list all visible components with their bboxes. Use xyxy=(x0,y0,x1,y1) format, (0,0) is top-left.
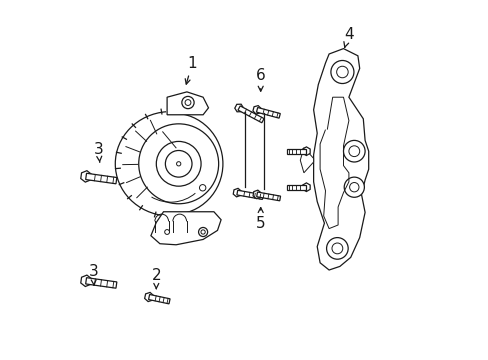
Polygon shape xyxy=(256,192,280,201)
Polygon shape xyxy=(256,108,280,118)
Polygon shape xyxy=(167,92,208,115)
Polygon shape xyxy=(81,171,91,182)
Polygon shape xyxy=(252,105,261,114)
Text: 6: 6 xyxy=(255,68,265,91)
Circle shape xyxy=(344,177,364,197)
Polygon shape xyxy=(236,190,263,199)
Circle shape xyxy=(326,238,347,259)
Polygon shape xyxy=(85,278,117,288)
Text: 5: 5 xyxy=(255,208,265,231)
Polygon shape xyxy=(151,212,221,245)
Circle shape xyxy=(198,228,207,237)
Circle shape xyxy=(330,60,353,84)
Circle shape xyxy=(336,66,347,78)
Polygon shape xyxy=(302,183,309,192)
Polygon shape xyxy=(286,149,306,154)
Circle shape xyxy=(343,140,365,162)
Text: 3: 3 xyxy=(88,264,98,285)
Circle shape xyxy=(184,100,190,105)
Polygon shape xyxy=(234,104,243,112)
Polygon shape xyxy=(286,185,306,190)
Polygon shape xyxy=(313,49,368,270)
Polygon shape xyxy=(148,294,170,304)
Text: 1: 1 xyxy=(185,55,197,84)
Polygon shape xyxy=(302,147,309,156)
Circle shape xyxy=(176,162,181,166)
Text: 4: 4 xyxy=(343,27,353,48)
Circle shape xyxy=(331,243,342,254)
Circle shape xyxy=(349,183,358,192)
Text: 3: 3 xyxy=(94,142,103,162)
Polygon shape xyxy=(144,292,153,302)
Circle shape xyxy=(164,230,169,234)
Polygon shape xyxy=(238,106,264,123)
Polygon shape xyxy=(81,275,91,287)
Circle shape xyxy=(199,185,205,191)
Circle shape xyxy=(348,146,359,157)
Circle shape xyxy=(201,230,205,234)
Polygon shape xyxy=(85,173,117,184)
Circle shape xyxy=(182,96,194,109)
Polygon shape xyxy=(233,188,241,197)
Polygon shape xyxy=(300,148,313,173)
Text: 2: 2 xyxy=(151,268,161,289)
Polygon shape xyxy=(252,190,261,199)
